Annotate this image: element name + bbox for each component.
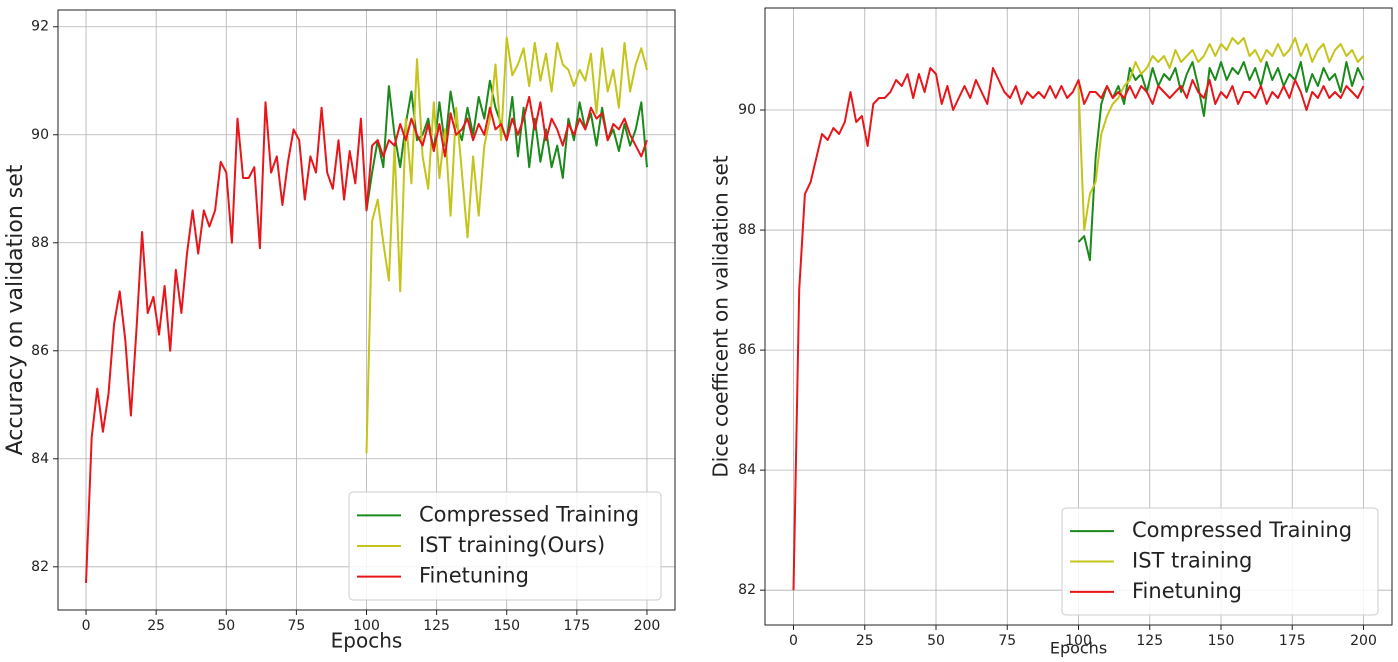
x-tick-label: 0 bbox=[82, 618, 91, 634]
x-tick-label: 175 bbox=[1279, 633, 1306, 649]
x-tick-label: 100 bbox=[1065, 633, 1092, 649]
x-tick-label: 75 bbox=[287, 618, 305, 634]
y-tick-label: 86 bbox=[31, 343, 49, 359]
series-group bbox=[85, 36, 648, 584]
plot-frame bbox=[57, 9, 676, 611]
y-tick-label: 92 bbox=[31, 19, 49, 35]
y-tick-label: 82 bbox=[738, 582, 756, 598]
legend-box bbox=[348, 491, 662, 601]
series-line bbox=[85, 95, 648, 584]
y-axis-label: Dice coefficent on validation set bbox=[709, 155, 733, 477]
series-line bbox=[792, 67, 1365, 591]
y-tick-label: 88 bbox=[31, 235, 49, 251]
x-axis-label: Epochs bbox=[1050, 639, 1107, 658]
legend-label: Finetuning bbox=[1132, 579, 1242, 603]
y-tick-label: 86 bbox=[738, 342, 756, 358]
plot-frame bbox=[764, 7, 1393, 626]
y-tick-label: 88 bbox=[738, 222, 756, 238]
x-tick-label: 75 bbox=[998, 633, 1016, 649]
y-axis-label: Accuracy on validation set bbox=[3, 164, 28, 455]
y-tick-label: 84 bbox=[31, 451, 49, 467]
series-line bbox=[1077, 37, 1365, 232]
x-axis-label: Epochs bbox=[331, 629, 403, 653]
x-tick-label: 0 bbox=[789, 633, 798, 649]
x-tick-label: 100 bbox=[353, 618, 380, 634]
legend-label: Compressed Training bbox=[1132, 518, 1352, 542]
x-tick-label: 200 bbox=[1350, 633, 1377, 649]
legend: Compressed Training IST training(Ours) Fin… bbox=[348, 491, 662, 601]
legend: Compressed Training IST training Finetunin… bbox=[1061, 507, 1379, 616]
y-tick-label: 84 bbox=[738, 462, 756, 478]
y-tick-label: 82 bbox=[31, 559, 49, 575]
legend-label: IST training(Ours) bbox=[419, 533, 605, 557]
subplot: 0 25 50 75 100 125 150 175 200 82 84 86 88 90 Epochs Di… bbox=[709, 7, 1393, 658]
x-tick-label: 25 bbox=[147, 618, 165, 634]
x-tick-label: 150 bbox=[1208, 633, 1235, 649]
subplot: 0 25 50 75 100 125 150 175 200 82 84 86 88 90 92 Epochs… bbox=[3, 9, 676, 653]
x-tick-label: 125 bbox=[423, 618, 450, 634]
x-tick-label: 50 bbox=[927, 633, 945, 649]
legend-label: Compressed Training bbox=[419, 502, 639, 526]
y-tick-label: 90 bbox=[738, 102, 756, 118]
x-tick-label: 50 bbox=[217, 618, 235, 634]
legend-box bbox=[1061, 507, 1379, 616]
legend-label: IST training bbox=[1132, 549, 1252, 573]
y-tick-label: 90 bbox=[31, 127, 49, 143]
legend-label: Finetuning bbox=[419, 564, 529, 588]
x-tick-label: 175 bbox=[563, 618, 590, 634]
x-tick-label: 150 bbox=[493, 618, 520, 634]
series-group bbox=[792, 37, 1365, 591]
series-line bbox=[365, 36, 648, 454]
x-tick-label: 25 bbox=[856, 633, 874, 649]
x-tick-label: 200 bbox=[634, 618, 661, 634]
x-tick-label: 125 bbox=[1136, 633, 1163, 649]
